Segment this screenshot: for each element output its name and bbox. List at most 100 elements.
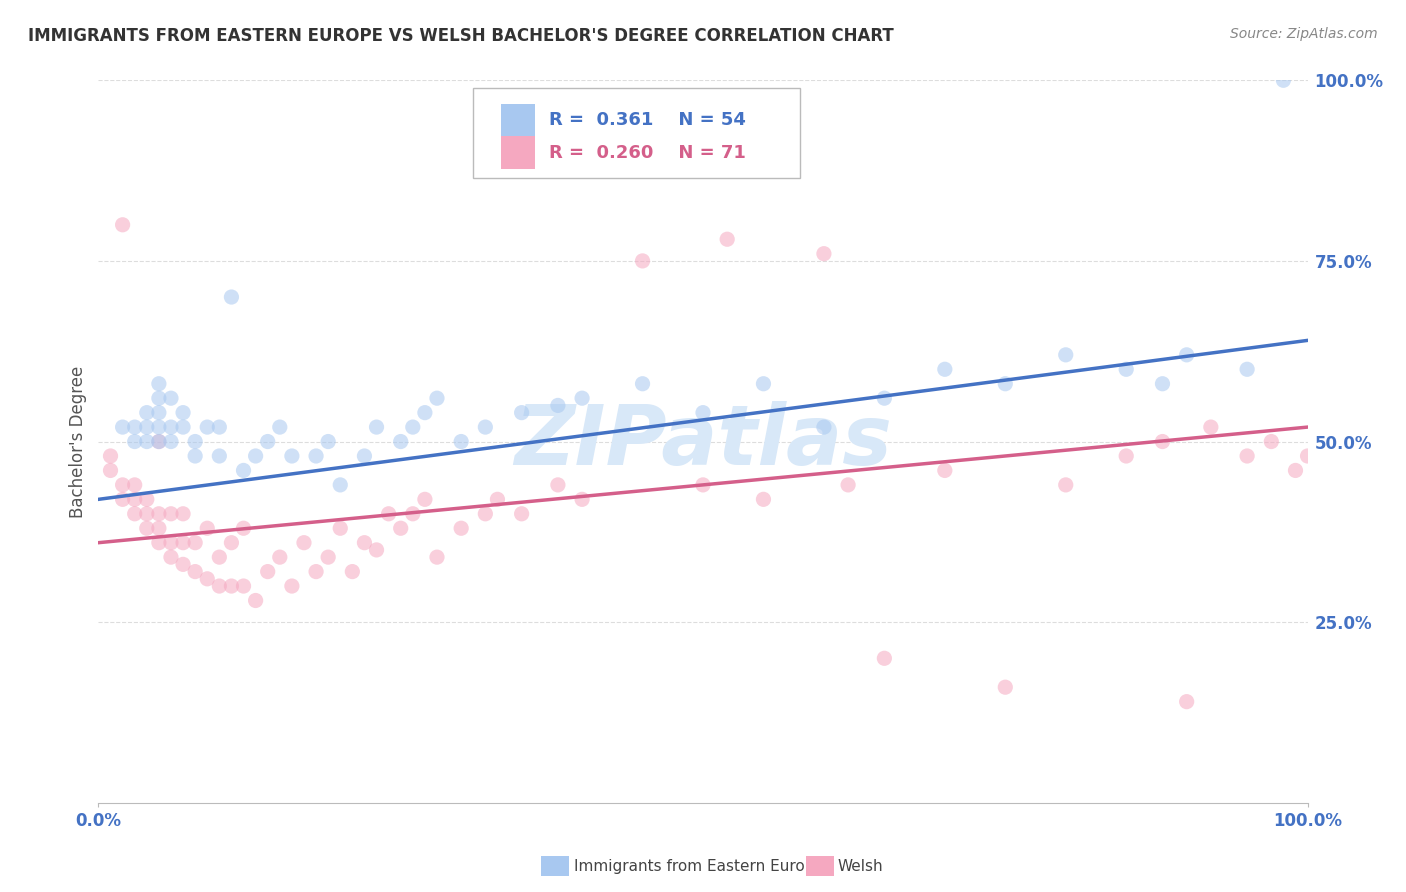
Point bbox=[752, 492, 775, 507]
Point bbox=[316, 550, 339, 565]
Text: R =  0.260    N = 71: R = 0.260 N = 71 bbox=[550, 144, 747, 161]
Point bbox=[111, 492, 134, 507]
Point bbox=[221, 535, 243, 549]
Point bbox=[1260, 434, 1282, 449]
Text: R =  0.361    N = 54: R = 0.361 N = 54 bbox=[550, 111, 747, 129]
Point bbox=[1284, 463, 1306, 477]
Point bbox=[413, 406, 436, 420]
Point bbox=[994, 680, 1017, 694]
Point bbox=[837, 478, 859, 492]
Point bbox=[1199, 420, 1222, 434]
Point bbox=[692, 406, 714, 420]
Point bbox=[269, 550, 291, 565]
Point bbox=[245, 593, 267, 607]
Point bbox=[195, 521, 218, 535]
Point bbox=[353, 535, 375, 549]
Point bbox=[111, 478, 134, 492]
Point bbox=[631, 376, 654, 391]
Point bbox=[934, 463, 956, 477]
Point bbox=[232, 579, 254, 593]
Point bbox=[873, 391, 896, 405]
Point bbox=[329, 478, 352, 492]
Point bbox=[692, 478, 714, 492]
Point bbox=[135, 521, 157, 535]
Point bbox=[752, 376, 775, 391]
Point bbox=[547, 478, 569, 492]
Point bbox=[402, 420, 425, 434]
Point bbox=[100, 463, 122, 477]
Point bbox=[1175, 695, 1198, 709]
Point bbox=[221, 290, 243, 304]
Point bbox=[160, 535, 183, 549]
Point bbox=[813, 420, 835, 434]
Point bbox=[195, 420, 218, 434]
Point bbox=[474, 507, 496, 521]
Point bbox=[366, 420, 388, 434]
Point bbox=[135, 492, 157, 507]
Point bbox=[1236, 449, 1258, 463]
Point bbox=[510, 507, 533, 521]
Point bbox=[172, 406, 194, 420]
Point bbox=[426, 391, 449, 405]
Point bbox=[1296, 449, 1319, 463]
Point bbox=[269, 420, 291, 434]
Point bbox=[111, 420, 134, 434]
Text: Immigrants from Eastern Europe: Immigrants from Eastern Europe bbox=[574, 859, 824, 873]
Point bbox=[184, 434, 207, 449]
Point bbox=[111, 218, 134, 232]
Point bbox=[148, 434, 170, 449]
Y-axis label: Bachelor's Degree: Bachelor's Degree bbox=[69, 366, 87, 517]
Point bbox=[148, 535, 170, 549]
Point bbox=[1175, 348, 1198, 362]
Point bbox=[232, 463, 254, 477]
Point bbox=[389, 434, 412, 449]
Text: IMMIGRANTS FROM EASTERN EUROPE VS WELSH BACHELOR'S DEGREE CORRELATION CHART: IMMIGRANTS FROM EASTERN EUROPE VS WELSH … bbox=[28, 27, 894, 45]
Point bbox=[281, 579, 304, 593]
Point bbox=[232, 521, 254, 535]
Point bbox=[160, 391, 183, 405]
Point bbox=[426, 550, 449, 565]
Point bbox=[221, 579, 243, 593]
FancyBboxPatch shape bbox=[501, 103, 534, 136]
Point bbox=[208, 579, 231, 593]
Point bbox=[208, 449, 231, 463]
Point bbox=[124, 492, 146, 507]
Point bbox=[160, 507, 183, 521]
Point bbox=[184, 565, 207, 579]
Point bbox=[124, 478, 146, 492]
Point bbox=[124, 507, 146, 521]
Point bbox=[208, 420, 231, 434]
Point bbox=[135, 420, 157, 434]
Point bbox=[1115, 362, 1137, 376]
Point bbox=[571, 391, 593, 405]
Point bbox=[1054, 478, 1077, 492]
Point bbox=[245, 449, 267, 463]
Point bbox=[1152, 434, 1174, 449]
Text: Welsh: Welsh bbox=[838, 859, 883, 873]
Point bbox=[305, 565, 328, 579]
Point bbox=[813, 246, 835, 260]
Point bbox=[510, 406, 533, 420]
Point bbox=[148, 376, 170, 391]
Point bbox=[124, 434, 146, 449]
Point bbox=[934, 362, 956, 376]
Point bbox=[256, 565, 278, 579]
Text: ZIPatlas: ZIPatlas bbox=[515, 401, 891, 482]
Point bbox=[172, 507, 194, 521]
Point bbox=[353, 449, 375, 463]
Point bbox=[172, 420, 194, 434]
Point bbox=[994, 376, 1017, 391]
Text: Source: ZipAtlas.com: Source: ZipAtlas.com bbox=[1230, 27, 1378, 41]
Point bbox=[402, 507, 425, 521]
Point bbox=[389, 521, 412, 535]
Point bbox=[135, 406, 157, 420]
Point bbox=[184, 449, 207, 463]
Point bbox=[450, 434, 472, 449]
FancyBboxPatch shape bbox=[501, 136, 534, 169]
Point bbox=[305, 449, 328, 463]
Point bbox=[184, 535, 207, 549]
Point bbox=[329, 521, 352, 535]
Point bbox=[1152, 376, 1174, 391]
Point bbox=[148, 434, 170, 449]
Point bbox=[571, 492, 593, 507]
